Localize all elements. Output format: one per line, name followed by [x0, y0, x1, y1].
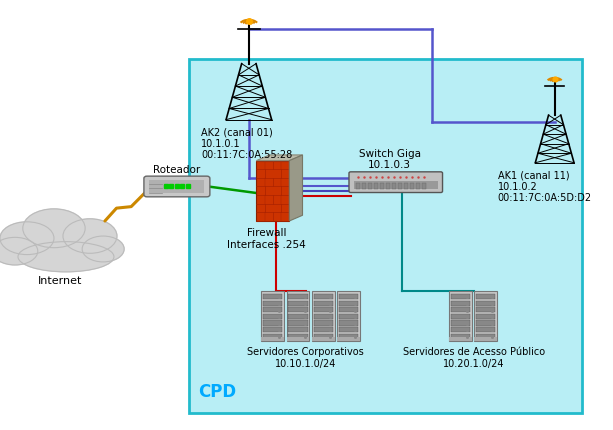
Bar — [379, 184, 384, 190]
Bar — [474, 337, 497, 341]
Bar — [261, 337, 284, 341]
Bar — [403, 184, 408, 190]
Bar — [451, 314, 470, 319]
Bar — [263, 321, 283, 326]
Text: CPD: CPD — [198, 382, 236, 400]
Bar — [476, 321, 495, 326]
Bar — [287, 292, 310, 341]
Bar — [289, 307, 308, 313]
Text: Roteador: Roteador — [153, 165, 200, 175]
Bar — [263, 307, 283, 313]
Bar — [476, 327, 495, 332]
FancyBboxPatch shape — [189, 60, 582, 413]
Bar — [451, 321, 470, 326]
Bar — [261, 292, 284, 341]
Bar — [339, 321, 358, 326]
Bar — [449, 292, 472, 341]
Bar — [314, 301, 333, 306]
Bar — [314, 334, 333, 339]
Bar — [451, 334, 470, 339]
Bar — [263, 314, 283, 319]
Bar — [289, 321, 308, 326]
Text: Servidores Corporativos
10.10.1.0/24: Servidores Corporativos 10.10.1.0/24 — [248, 346, 364, 368]
Bar — [368, 184, 372, 190]
Bar — [339, 301, 358, 306]
Bar — [263, 327, 283, 332]
Bar — [362, 184, 367, 190]
Ellipse shape — [18, 242, 114, 272]
FancyBboxPatch shape — [144, 177, 210, 197]
Bar — [289, 314, 308, 319]
Bar — [314, 314, 333, 319]
Bar — [422, 184, 427, 190]
Bar — [339, 334, 358, 339]
Bar — [314, 321, 333, 326]
Bar — [476, 307, 495, 313]
Polygon shape — [289, 156, 303, 221]
Text: Internet: Internet — [38, 275, 82, 285]
Bar — [451, 295, 470, 300]
Bar — [289, 327, 308, 332]
Text: AK2 (canal 01)
10.1.0.1
00:11:7C:0A:55:28: AK2 (canal 01) 10.1.0.1 00:11:7C:0A:55:2… — [201, 127, 292, 160]
Text: Firewall
Interfaces .254: Firewall Interfaces .254 — [227, 228, 306, 249]
Bar — [354, 181, 438, 190]
Bar — [476, 295, 495, 300]
Text: AK1 (canal 11)
10.1.0.2
00:11:7C:0A:5D:D2: AK1 (canal 11) 10.1.0.2 00:11:7C:0A:5D:D… — [498, 170, 592, 203]
Bar — [339, 314, 358, 319]
Bar — [312, 337, 335, 341]
Bar — [312, 292, 335, 341]
Ellipse shape — [63, 219, 117, 254]
Bar — [337, 292, 360, 341]
Bar — [314, 295, 333, 300]
Bar — [474, 292, 497, 341]
Bar — [386, 184, 390, 190]
Bar — [263, 301, 283, 306]
Bar — [314, 307, 333, 313]
Polygon shape — [256, 156, 303, 161]
Bar — [337, 337, 360, 341]
Bar — [392, 184, 397, 190]
Bar — [409, 184, 414, 190]
Text: Switch Giga
10.1.0.3: Switch Giga 10.1.0.3 — [359, 148, 421, 170]
Ellipse shape — [82, 237, 124, 262]
Bar — [476, 334, 495, 339]
FancyBboxPatch shape — [349, 172, 443, 193]
Bar — [289, 301, 308, 306]
Bar — [449, 337, 472, 341]
Bar — [339, 307, 358, 313]
Bar — [451, 307, 470, 313]
Bar — [373, 184, 378, 190]
Bar — [289, 295, 308, 300]
Bar — [476, 301, 495, 306]
Bar — [263, 295, 283, 300]
Bar — [287, 337, 310, 341]
Bar — [339, 327, 358, 332]
Bar — [256, 161, 289, 221]
Bar — [476, 314, 495, 319]
Bar — [339, 295, 358, 300]
Bar — [356, 184, 360, 190]
Ellipse shape — [0, 222, 54, 255]
Bar — [398, 184, 402, 190]
Bar — [289, 334, 308, 339]
FancyBboxPatch shape — [150, 181, 205, 194]
Bar — [451, 301, 470, 306]
Bar — [416, 184, 421, 190]
Bar — [451, 327, 470, 332]
Ellipse shape — [0, 238, 38, 265]
Text: Servidores de Acesso Público
10.20.1.0/24: Servidores de Acesso Público 10.20.1.0/2… — [403, 346, 545, 368]
Bar — [314, 327, 333, 332]
Ellipse shape — [23, 209, 85, 248]
Bar — [263, 334, 283, 339]
